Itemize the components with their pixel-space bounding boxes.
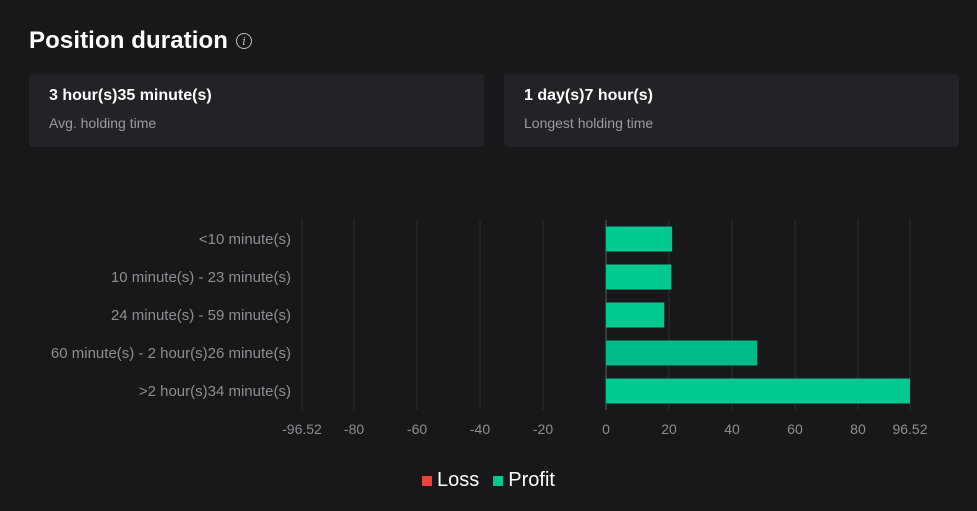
x-tick-label: 40 (724, 421, 740, 437)
chart-legend: Loss Profit (0, 469, 977, 492)
x-tick-label: 0 (602, 421, 610, 437)
y-category-label: >2 hour(s)34 minute(s) (139, 383, 291, 400)
longest-holding-value: 1 day(s)7 hour(s) (524, 87, 653, 104)
avg-holding-label: Avg. holding time (49, 115, 157, 131)
profit-bar (606, 302, 665, 328)
x-tick-label: 20 (661, 421, 677, 437)
x-tick-label: -20 (533, 421, 553, 437)
x-tick-label: -40 (470, 421, 490, 437)
profit-bar (606, 226, 673, 252)
longest-holding-label: Longest holding time (524, 115, 654, 131)
longest-holding-card: 1 day(s)7 hour(s) Longest holding time (504, 74, 959, 147)
title-row: Position duration i (29, 27, 253, 55)
y-category-label: 24 minute(s) - 59 minute(s) (111, 307, 291, 324)
y-category-label: 10 minute(s) - 23 minute(s) (111, 269, 291, 286)
y-category-label: 60 minute(s) - 2 hour(s)26 minute(s) (51, 345, 291, 362)
x-tick-label: 80 (850, 421, 866, 437)
legend-swatch-profit (493, 475, 504, 486)
legend-swatch-loss (422, 475, 433, 486)
x-tick-label: 60 (787, 421, 803, 437)
legend-item-loss[interactable]: Loss (422, 469, 479, 492)
profit-bar (606, 340, 758, 366)
profit-bar (606, 378, 910, 404)
page-title: Position duration (29, 27, 229, 54)
legend-item-profit[interactable]: Profit (493, 469, 555, 492)
legend-label-loss: Loss (437, 469, 480, 491)
x-tick-label: -96.52 (282, 421, 322, 437)
info-icon[interactable]: i (236, 33, 253, 49)
position-duration-chart: -96.52 -80 -60 -40 -20 0 20 40 60 80 96.52 <10 minu… (51, 220, 928, 437)
avg-holding-value: 3 hour(s)35 minute(s) (49, 87, 212, 104)
x-tick-label: 96.52 (892, 421, 927, 437)
y-category-label: <10 minute(s) (199, 231, 291, 248)
x-tick-label: -80 (344, 421, 364, 437)
avg-holding-card: 3 hour(s)35 minute(s) Avg. holding time (29, 74, 484, 147)
legend-label-profit: Profit (508, 469, 555, 491)
profit-bar (606, 264, 672, 290)
x-tick-label: -60 (407, 421, 427, 437)
